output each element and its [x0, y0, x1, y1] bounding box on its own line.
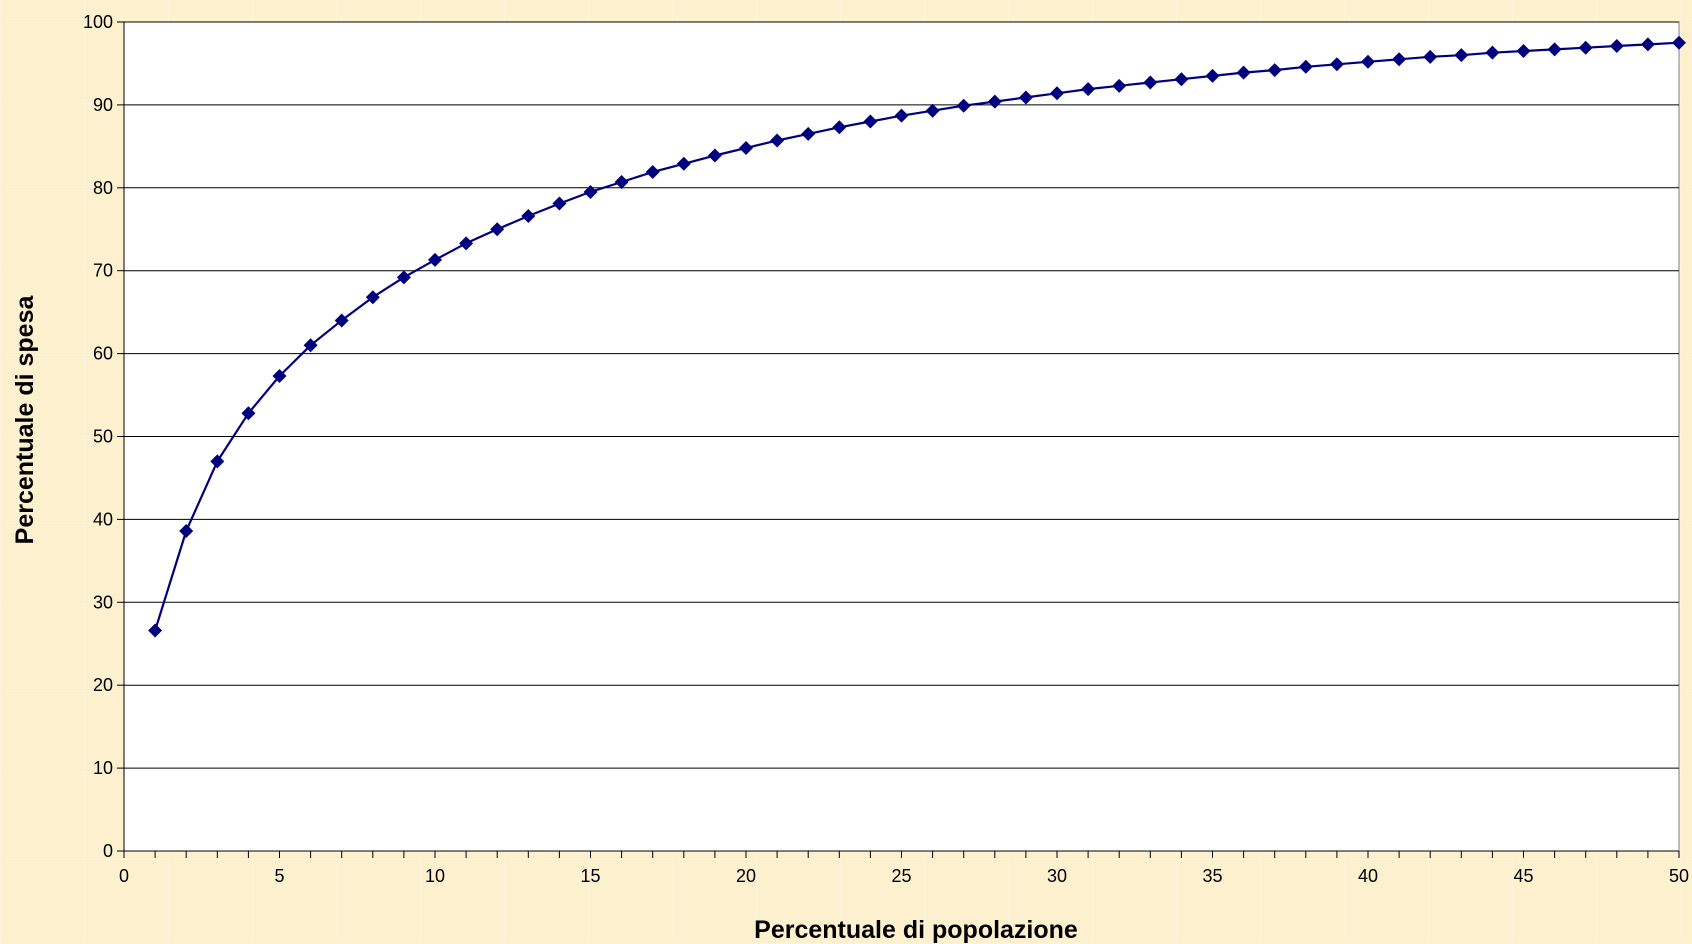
data-point	[1454, 48, 1469, 63]
y-tick-label: 10	[93, 758, 113, 778]
data-point	[614, 174, 629, 189]
data-point	[676, 156, 691, 171]
data-point	[459, 236, 474, 251]
data-point	[365, 290, 380, 305]
data-point	[863, 114, 878, 129]
data-point	[396, 270, 411, 285]
data-point	[303, 338, 318, 353]
data-point	[1392, 52, 1407, 67]
x-tick-label: 25	[891, 866, 911, 886]
data-point	[1298, 59, 1313, 74]
x-tick-label: 5	[274, 866, 284, 886]
data-point	[1143, 75, 1158, 90]
data-point	[925, 103, 940, 118]
x-tick-label: 35	[1202, 866, 1222, 886]
y-tick-label: 80	[93, 178, 113, 198]
y-axis-title: Percentuale di spesa	[11, 295, 39, 545]
data-point	[832, 120, 847, 135]
data-point	[1267, 63, 1282, 78]
data-point	[521, 208, 536, 223]
y-axis-ticks: 0 10 20 30 40 50 60 70 80 90 100	[83, 12, 124, 861]
y-tick-label: 70	[93, 261, 113, 281]
y-tick-label: 100	[83, 12, 113, 32]
x-tick-label: 15	[580, 866, 600, 886]
data-point	[1672, 35, 1686, 50]
data-point	[241, 406, 256, 421]
data-point	[1516, 44, 1531, 59]
data-point	[645, 165, 660, 180]
y-tick-label: 90	[93, 95, 113, 115]
data-point	[1018, 90, 1033, 105]
x-tick-label: 0	[119, 866, 129, 886]
x-axis-title: Percentuale di popolazione	[754, 916, 1078, 944]
data-point	[739, 141, 753, 156]
data-point	[1174, 72, 1189, 87]
data-point	[490, 222, 505, 237]
data-point	[1236, 65, 1251, 80]
y-tick-label: 50	[93, 427, 113, 447]
data-point	[956, 98, 971, 113]
data-point	[148, 623, 163, 638]
data-point	[552, 196, 567, 211]
data-point	[1361, 54, 1375, 69]
x-tick-label: 10	[425, 866, 445, 886]
data-point	[770, 133, 785, 148]
gridlines	[124, 21, 1679, 769]
data-point	[1050, 86, 1064, 101]
data-point	[1205, 68, 1220, 83]
y-tick-label: 60	[93, 344, 113, 364]
x-tick-label: 45	[1513, 866, 1533, 886]
data-point	[272, 368, 287, 383]
y-tick-label: 30	[93, 592, 113, 612]
y-tick-label: 0	[103, 841, 113, 861]
x-tick-label: 20	[736, 866, 756, 886]
x-tick-label: 30	[1047, 866, 1067, 886]
data-point	[707, 148, 722, 163]
data-point	[428, 252, 442, 267]
data-point	[583, 184, 598, 199]
data-point	[987, 94, 1002, 109]
data-point	[1112, 78, 1127, 93]
data-point	[1578, 40, 1593, 55]
data-point	[801, 126, 816, 141]
x-axis-ticks: 0 5 10 15 20 25 30 35 40 45 50	[119, 851, 1689, 886]
series-group	[148, 35, 1686, 638]
data-point	[894, 108, 909, 123]
x-tick-label: 50	[1669, 866, 1689, 886]
y-tick-label: 20	[93, 675, 113, 695]
data-point	[1081, 82, 1096, 97]
data-point	[334, 313, 349, 328]
data-point	[1329, 57, 1344, 72]
data-point	[210, 454, 225, 469]
data-point	[1609, 39, 1624, 54]
data-point	[1547, 42, 1562, 57]
data-point	[1640, 37, 1655, 52]
y-tick-label: 40	[93, 509, 113, 529]
data-point	[179, 524, 194, 539]
data-point	[1485, 45, 1500, 60]
x-tick-label: 40	[1358, 866, 1378, 886]
data-point	[1423, 49, 1438, 64]
